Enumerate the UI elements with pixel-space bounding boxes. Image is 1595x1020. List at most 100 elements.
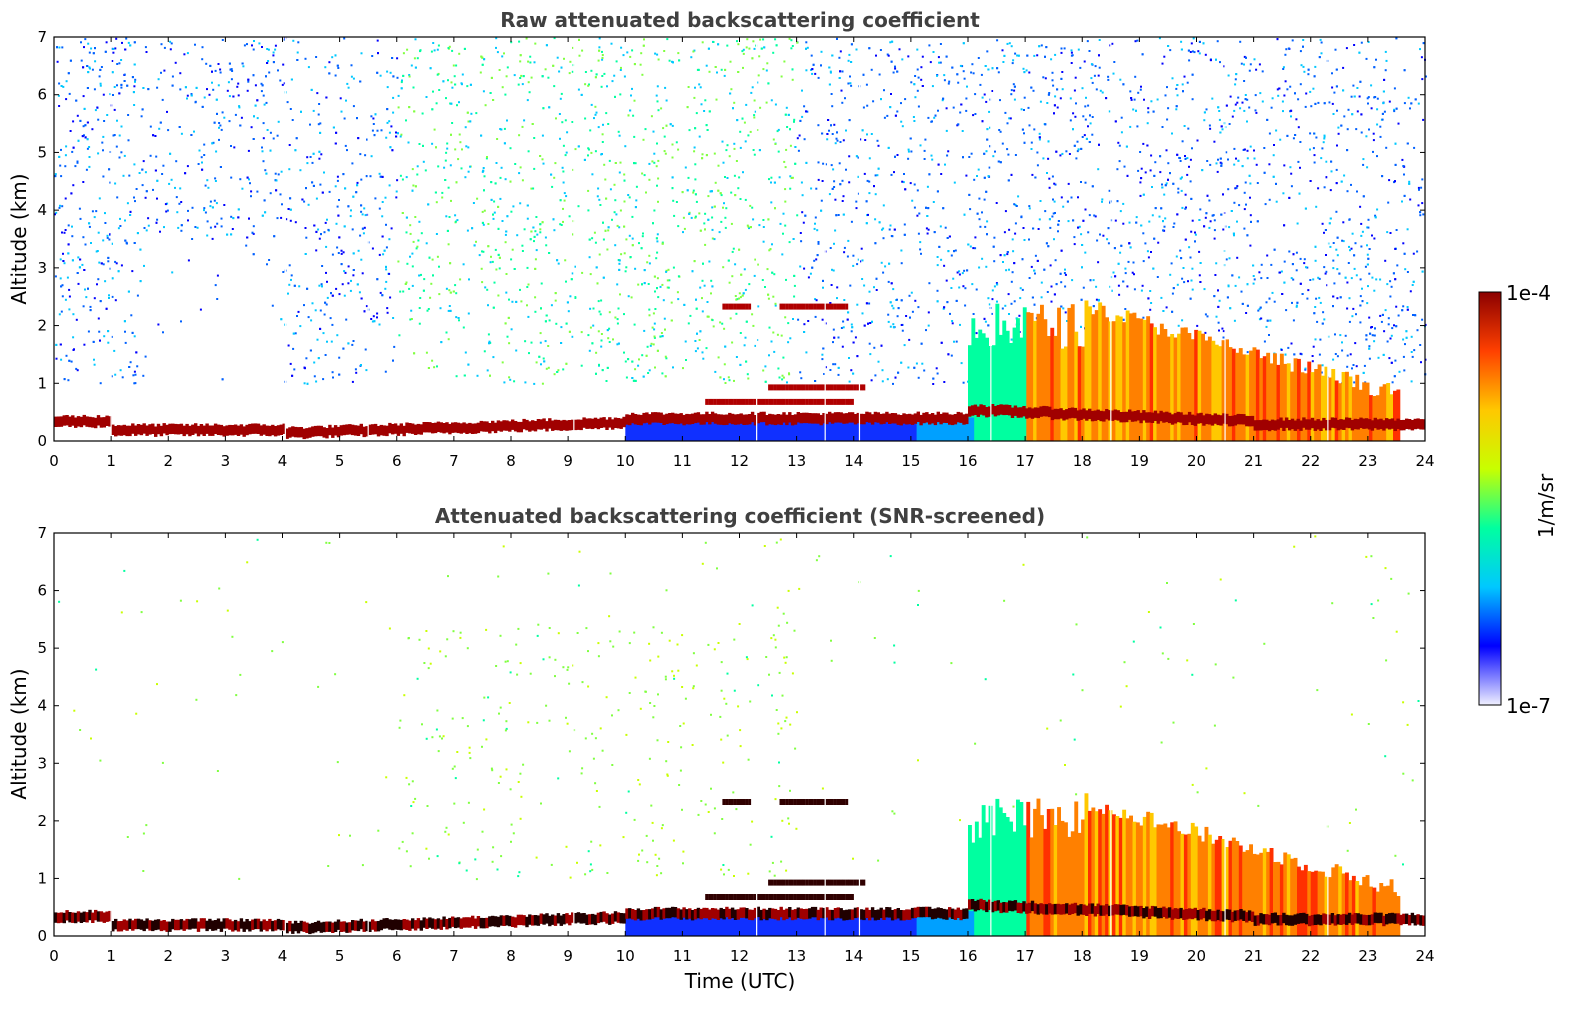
panel1-noise-pixel — [1292, 253, 1295, 256]
panel1-noise-pixel — [204, 184, 207, 187]
panel1-noise-pixel — [1314, 306, 1317, 308]
panel1-noise-pixel — [356, 181, 359, 184]
panel1-noise-pixel — [280, 318, 283, 321]
panel1-noise-pixel — [372, 117, 375, 120]
panel1-noise-pixel — [1258, 308, 1261, 311]
panel1-noise-pixel — [634, 368, 637, 371]
panel1-noise-pixel — [83, 343, 86, 346]
panel1-noise-pixel — [1034, 254, 1037, 257]
panel1-noise-pixel — [841, 200, 844, 202]
panel1-noise-pixel — [497, 253, 500, 256]
panel1-noise-pixel — [379, 74, 382, 77]
panel1-noise-pixel — [1218, 110, 1221, 112]
panel1-noise-pixel — [1324, 229, 1327, 231]
panel1-noise-pixel — [1384, 69, 1387, 72]
panel1-noise-pixel — [1373, 334, 1376, 337]
panel1-noise-pixel — [59, 277, 62, 280]
panel1-noise-pixel — [762, 369, 765, 372]
panel1-noise-pixel — [306, 287, 309, 290]
panel1-noise-pixel — [78, 207, 81, 210]
panel1-noise-pixel — [1376, 97, 1379, 100]
panel1-noise-pixel — [1030, 148, 1033, 150]
panel1-noise-pixel — [265, 75, 267, 78]
panel1-noise-pixel — [55, 357, 58, 360]
panel1-noise-pixel — [666, 38, 669, 41]
panel1-noise-pixel — [1402, 305, 1405, 308]
panel1-noise-pixel — [656, 85, 659, 88]
panel1-noise-pixel — [388, 184, 391, 187]
panel1-noise-pixel — [670, 319, 673, 322]
panel1-noise-pixel — [1067, 220, 1070, 223]
panel1-noise-pixel — [445, 151, 448, 154]
panel1-noise-pixel — [631, 360, 634, 363]
panel1-noise-pixel — [901, 125, 904, 128]
panel1-noise-pixel — [519, 202, 522, 205]
panel1-noise-pixel — [1191, 219, 1194, 222]
panel1-noise-pixel — [361, 227, 364, 230]
panel1-noise-pixel — [134, 382, 137, 385]
panel1-noise-pixel — [427, 308, 430, 310]
panel1-noise-pixel — [61, 284, 64, 287]
panel1-noise-pixel — [111, 60, 114, 62]
panel1-noise-pixel — [1083, 134, 1086, 137]
panel1-noise-pixel — [656, 251, 659, 254]
panel1-noise-pixel — [952, 277, 955, 280]
panel1-noise-pixel — [666, 286, 669, 289]
panel1-noise-pixel — [595, 111, 598, 114]
panel1-noise-pixel — [1217, 106, 1220, 109]
panel1-noise-pixel — [1047, 245, 1050, 248]
panel1-noise-pixel — [1384, 309, 1387, 312]
panel1-noise-pixel — [932, 377, 935, 380]
panel1-noise-pixel — [1053, 104, 1056, 107]
panel1-noise-pixel — [1022, 67, 1025, 70]
panel1-noise-pixel — [376, 71, 379, 74]
panel1-noise-pixel — [739, 146, 742, 149]
panel1-noise-pixel — [518, 40, 521, 43]
panel1-noise-pixel — [347, 282, 350, 285]
panel1-noise-pixel — [247, 80, 250, 83]
panel1-noise-pixel — [738, 292, 741, 295]
panel1-noise-pixel — [414, 38, 417, 41]
panel1-noise-pixel — [443, 166, 446, 169]
panel1-noise-pixel — [744, 198, 747, 201]
panel1-noise-pixel — [1338, 272, 1341, 275]
panel1-noise-pixel — [1006, 251, 1009, 253]
panel1-noise-pixel — [533, 167, 536, 170]
panel1-noise-pixel — [861, 129, 864, 132]
panel1-noise-pixel — [1109, 285, 1112, 288]
panel1-noise-pixel — [1403, 173, 1405, 176]
panel1-noise-pixel — [892, 382, 894, 385]
panel1-noise-pixel — [1259, 92, 1262, 95]
panel1-noise-pixel — [232, 95, 235, 98]
panel1-noise-pixel — [908, 338, 911, 341]
panel1-noise-pixel — [510, 41, 513, 44]
panel1-noise-pixel — [805, 161, 808, 164]
panel1-noise-pixel — [1396, 264, 1399, 267]
panel1-noise-pixel — [65, 80, 68, 83]
panel1-noise-pixel — [68, 92, 71, 95]
panel1-noise-pixel — [457, 317, 460, 319]
panel1-noise-pixel — [431, 359, 434, 362]
panel1-noise-pixel — [1411, 284, 1414, 286]
panel1-noise-pixel — [673, 214, 676, 217]
panel1-noise-pixel — [975, 332, 978, 335]
panel1-noise-pixel — [58, 46, 61, 49]
panel1-noise-pixel — [58, 155, 61, 158]
panel1-noise-pixel — [571, 70, 574, 73]
panel1-noise-pixel — [1073, 243, 1076, 246]
panel1-noise-pixel — [237, 82, 240, 85]
panel1-noise-pixel — [1276, 88, 1279, 91]
panel1-noise-pixel — [856, 355, 859, 358]
panel1-noise-pixel — [1342, 240, 1345, 243]
panel1-noise-pixel — [1305, 266, 1307, 269]
panel1-noise-pixel — [523, 119, 526, 122]
panel1-noise-pixel — [133, 104, 136, 106]
panel1-noise-pixel — [1142, 142, 1145, 145]
panel1-noise-pixel — [1348, 320, 1351, 323]
panel1-noise-pixel — [1072, 128, 1074, 131]
panel1-noise-pixel — [619, 161, 622, 164]
panel1-noise-pixel — [526, 99, 529, 102]
panel1-noise-pixel — [1380, 320, 1383, 323]
panel1-noise-pixel — [1099, 233, 1101, 236]
panel1-noise-pixel — [420, 273, 422, 276]
